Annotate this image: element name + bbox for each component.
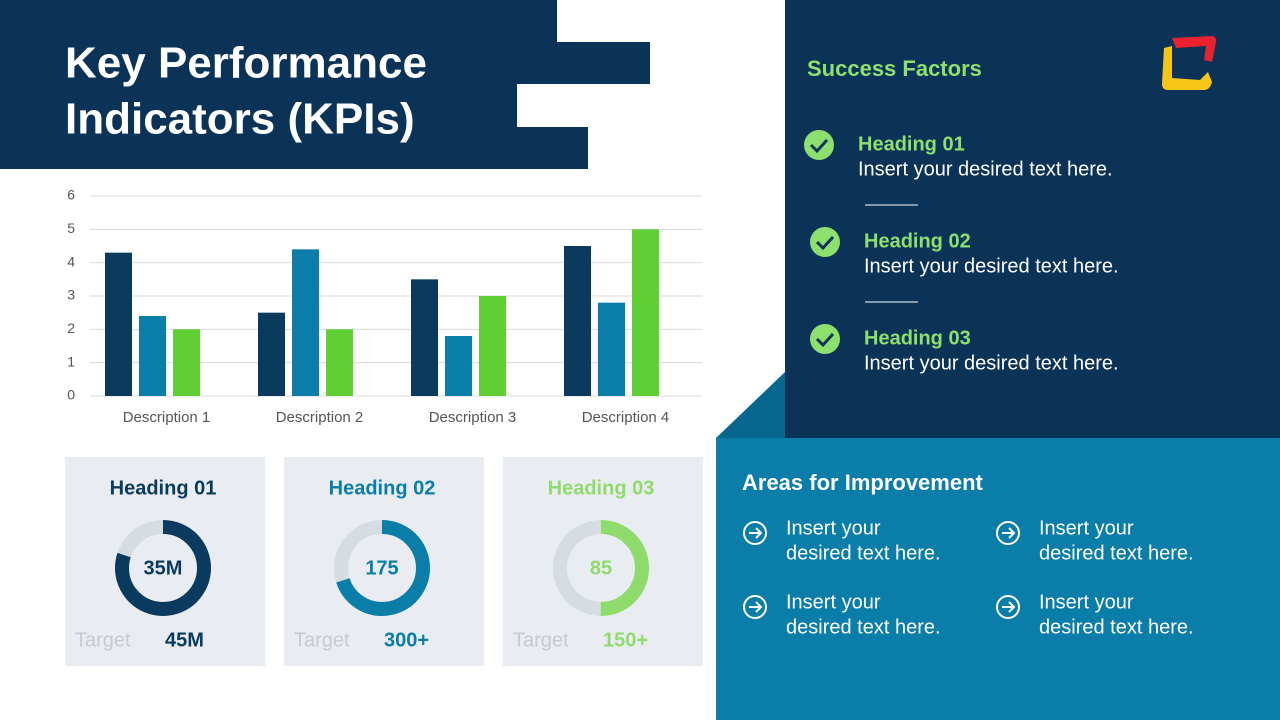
check-mark: [815, 332, 835, 348]
bar: [173, 329, 200, 396]
bar: [598, 302, 625, 396]
item-text: desired text here.: [786, 542, 941, 564]
x-tick-label: Description 4: [582, 409, 670, 426]
gauge-target-value: 45M: [165, 629, 204, 651]
gauge-value: 35M: [144, 557, 183, 579]
check-mark: [815, 235, 835, 251]
bar: [411, 279, 438, 396]
bar: [564, 246, 591, 396]
logo-yellow: [1162, 46, 1212, 90]
bar: [258, 312, 285, 396]
logo-red: [1172, 36, 1216, 62]
arrow: [1002, 527, 1016, 539]
gauge-heading: Heading 02: [329, 477, 436, 499]
x-tick-label: Description 1: [123, 409, 211, 426]
title-line: Indicators (KPIs): [65, 95, 415, 144]
arrow-icon: [743, 521, 767, 545]
arrow: [1002, 601, 1016, 613]
y-tick-label: 2: [67, 320, 75, 336]
item-text: Insert your: [786, 517, 881, 539]
y-tick-label: 5: [67, 220, 75, 236]
bar: [139, 316, 166, 396]
item-text: desired text here.: [786, 616, 941, 638]
gauge-target-label: Target: [75, 629, 131, 651]
y-tick-label: 0: [67, 387, 75, 403]
item-heading: Heading 02: [864, 230, 971, 252]
check-icon: [810, 227, 840, 257]
section-title: Success Factors: [807, 56, 982, 81]
gauge-arc: [553, 520, 649, 616]
gauge-arc: [115, 520, 211, 616]
gauge-heading: Heading 01: [110, 477, 217, 499]
bar: [326, 329, 353, 396]
item-text: Insert your desired text here.: [864, 255, 1119, 277]
bar: [105, 252, 132, 396]
gauge-card: [65, 457, 265, 666]
gauge-card: [503, 457, 703, 666]
arrow-icon: [996, 521, 1020, 545]
item-text: Insert your: [1039, 591, 1134, 613]
check-mark: [809, 138, 829, 154]
bar: [632, 229, 659, 396]
item-heading: Heading 03: [864, 327, 971, 349]
check-icon: [804, 130, 834, 160]
item-heading: Heading 01: [858, 133, 965, 155]
y-tick-label: 1: [67, 353, 75, 369]
decor: [716, 372, 785, 438]
check-icon: [810, 324, 840, 354]
item-text: Insert your desired text here.: [858, 158, 1113, 180]
decor: [557, 127, 588, 169]
gauge-arc: [334, 520, 430, 616]
item-text: Insert your: [1039, 517, 1134, 539]
y-tick-label: 4: [67, 253, 75, 269]
gauge-card: [284, 457, 484, 666]
title-block: [0, 0, 557, 169]
gauge-target-label: Target: [513, 629, 569, 651]
gauge-heading: Heading 03: [548, 477, 655, 499]
gauge-value: 175: [365, 557, 398, 579]
y-tick-label: 3: [67, 287, 75, 303]
decor: [517, 84, 650, 127]
arrow: [749, 527, 763, 539]
title-line: Key Performance: [65, 39, 427, 88]
x-tick-label: Description 3: [429, 409, 517, 426]
logo: [1162, 36, 1216, 90]
bar: [445, 336, 472, 396]
item-text: Insert your: [786, 591, 881, 613]
gauge-target-label: Target: [294, 629, 350, 651]
section-title: Areas for Improvement: [742, 470, 984, 495]
gauge-target-value: 300+: [384, 629, 429, 651]
item-text: desired text here.: [1039, 542, 1194, 564]
arrow: [749, 601, 763, 613]
x-tick-label: Description 2: [276, 409, 364, 426]
arrow-icon: [996, 595, 1020, 619]
improvement-panel: [716, 438, 1280, 720]
gauge-value: 85: [590, 557, 612, 579]
decor: [557, 42, 650, 84]
item-text: Insert your desired text here.: [864, 352, 1119, 374]
bar: [292, 249, 319, 396]
bar: [479, 296, 506, 396]
y-tick-label: 6: [67, 187, 75, 203]
arrow-icon: [743, 595, 767, 619]
gauge-target-value: 150+: [603, 629, 648, 651]
item-text: desired text here.: [1039, 616, 1194, 638]
success-panel: [785, 0, 1280, 438]
